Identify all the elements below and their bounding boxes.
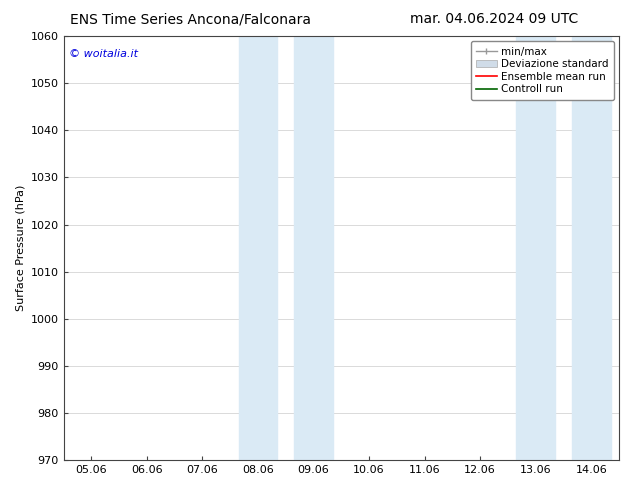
Bar [516,36,555,460]
Text: mar. 04.06.2024 09 UTC: mar. 04.06.2024 09 UTC [410,12,579,26]
Bar [238,36,278,460]
Bar [572,36,611,460]
Text: © woitalia.it: © woitalia.it [69,49,138,59]
Text: ENS Time Series Ancona/Falconara: ENS Time Series Ancona/Falconara [70,12,311,26]
Legend: min/max, Deviazione standard, Ensemble mean run, Controll run: min/max, Deviazione standard, Ensemble m… [471,41,614,99]
Bar [294,36,333,460]
Y-axis label: Surface Pressure (hPa): Surface Pressure (hPa) [15,185,25,311]
